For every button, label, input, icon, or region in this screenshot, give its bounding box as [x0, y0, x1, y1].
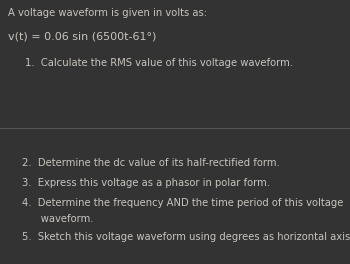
Text: 3.  Express this voltage as a phasor in polar form.: 3. Express this voltage as a phasor in p… — [22, 178, 270, 188]
Text: 5.  Sketch this voltage waveform using degrees as horizontal axis.: 5. Sketch this voltage waveform using de… — [22, 232, 350, 242]
Text: 4.  Determine the frequency AND the time period of this voltage: 4. Determine the frequency AND the time … — [22, 198, 343, 208]
Text: A voltage waveform is given in volts as:: A voltage waveform is given in volts as: — [8, 8, 207, 18]
Text: 1.  Calculate the RMS value of this voltage waveform.: 1. Calculate the RMS value of this volta… — [25, 58, 293, 68]
Text: v(t) = 0.06 sin (6500t-61°): v(t) = 0.06 sin (6500t-61°) — [8, 32, 156, 42]
Text: 2.  Determine the dc value of its half-rectified form.: 2. Determine the dc value of its half-re… — [22, 158, 280, 168]
Text: waveform.: waveform. — [22, 214, 93, 224]
